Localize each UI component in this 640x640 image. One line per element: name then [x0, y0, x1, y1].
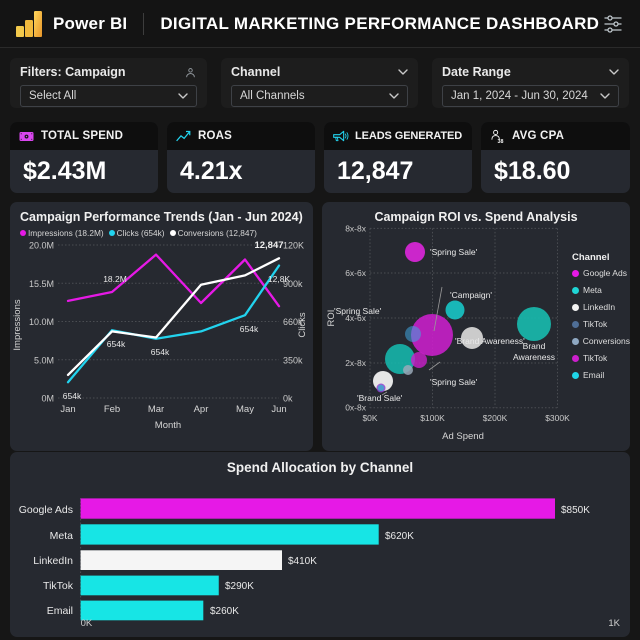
svg-text:May: May [236, 404, 254, 415]
svg-text:12,847: 12,847 [254, 240, 283, 251]
svg-text:LinkedIn: LinkedIn [33, 555, 73, 567]
svg-text:0x-8x: 0x-8x [345, 403, 367, 413]
svg-text:$260K: $260K [210, 606, 239, 617]
svg-text:Brand: Brand [523, 341, 546, 351]
svg-text:6x-6x: 6x-6x [345, 268, 367, 278]
svg-text:$300K: $300K [545, 413, 570, 423]
svg-text:Clicks: Clicks [297, 312, 308, 338]
svg-text:Google Ads: Google Ads [19, 504, 73, 516]
svg-text:0k: 0k [283, 394, 293, 404]
svg-text:Jan: Jan [60, 404, 75, 415]
svg-text:$410K: $410K [288, 556, 317, 567]
svg-text:0M: 0M [41, 394, 54, 404]
svg-text:38: 38 [498, 138, 504, 143]
svg-text:Meta: Meta [50, 530, 74, 542]
svg-text:'Spring Sale': 'Spring Sale' [430, 377, 478, 387]
svg-text:654k: 654k [240, 324, 259, 334]
svg-text:Impressions: Impressions [12, 299, 23, 350]
svg-text:350k: 350k [283, 355, 303, 365]
svg-text:2x-8x: 2x-8x [345, 358, 367, 368]
svg-text:15.5M: 15.5M [29, 279, 54, 289]
svg-text:0K: 0K [81, 618, 93, 629]
svg-text:$0K: $0K [362, 413, 377, 423]
svg-text:'Spring Sale': 'Spring Sale' [334, 306, 382, 316]
svg-text:Email: Email [47, 605, 73, 617]
svg-text:$620K: $620K [385, 531, 414, 542]
svg-text:5.0M: 5.0M [34, 355, 54, 365]
svg-text:18.2M: 18.2M [103, 274, 127, 284]
svg-text:10.0M: 10.0M [29, 317, 54, 327]
svg-text:Ad Spend: Ad Spend [442, 431, 484, 442]
svg-text:Month: Month [155, 420, 181, 431]
svg-text:Feb: Feb [104, 404, 120, 415]
svg-text:1K: 1K [608, 618, 620, 629]
svg-text:Jun: Jun [271, 404, 286, 415]
svg-text:8x-8x: 8x-8x [345, 224, 367, 234]
svg-text:120K: 120K [283, 241, 304, 251]
svg-text:12,8K: 12,8K [268, 274, 291, 284]
svg-text:$290K: $290K [225, 581, 254, 592]
svg-text:Awareness: Awareness [513, 352, 555, 362]
svg-text:654k: 654k [151, 347, 170, 357]
svg-text:Mar: Mar [148, 404, 164, 415]
svg-text:'Spring Sale': 'Spring Sale' [430, 247, 478, 257]
svg-text:$850K: $850K [561, 505, 590, 516]
svg-text:654k: 654k [107, 339, 126, 349]
svg-text:654k: 654k [63, 391, 82, 401]
svg-text:Apr: Apr [194, 404, 209, 415]
svg-text:20.0M: 20.0M [29, 241, 54, 251]
svg-text:'Campaign': 'Campaign' [450, 290, 492, 300]
svg-text:$100K: $100K [420, 413, 445, 423]
svg-text:'Brand Awareness': 'Brand Awareness' [455, 336, 525, 346]
svg-text:$200K: $200K [483, 413, 508, 423]
svg-text:'Brand Sale': 'Brand Sale' [357, 393, 403, 403]
svg-text:TikTok: TikTok [43, 580, 74, 592]
